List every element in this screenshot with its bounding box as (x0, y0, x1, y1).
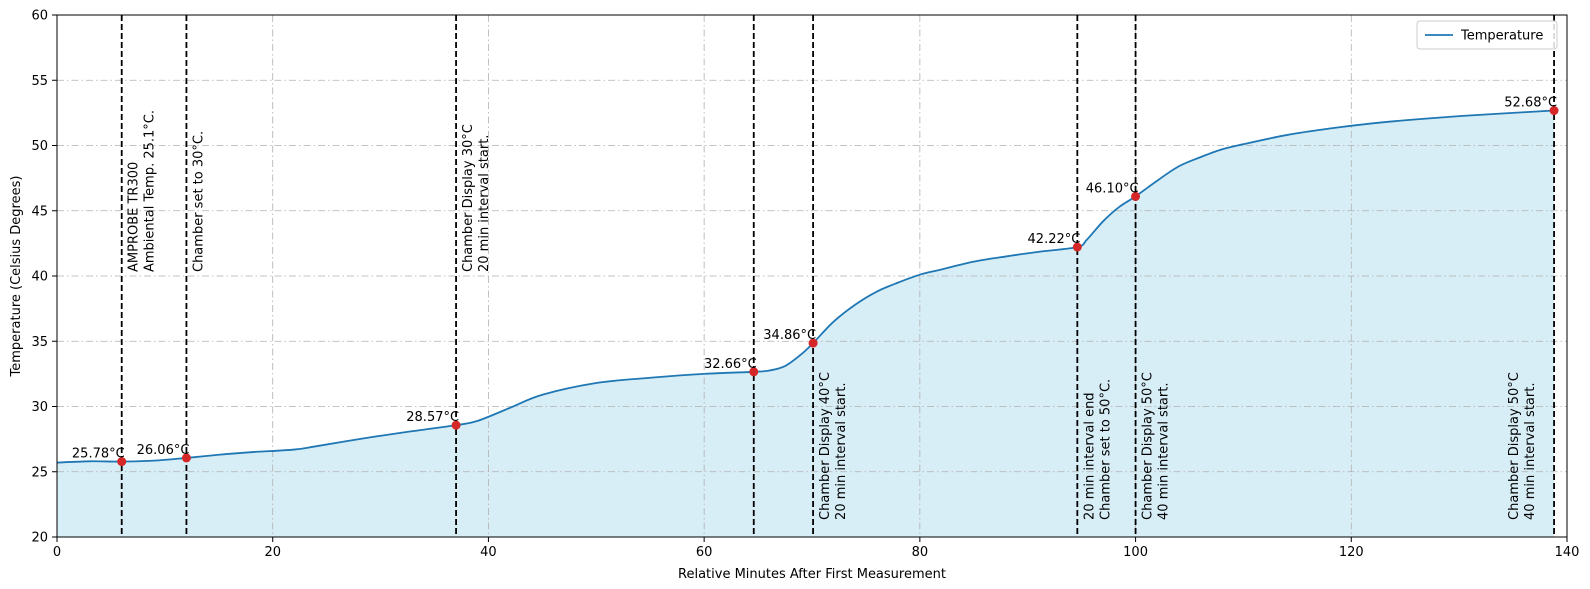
data-point-label: 32.66°C (704, 357, 757, 372)
y-tick-label: 30 (31, 400, 48, 415)
event-annotation: Chamber Display 40°C (818, 372, 833, 520)
data-point (451, 420, 461, 430)
y-tick-label: 60 (31, 9, 48, 24)
x-tick-label: 40 (480, 545, 497, 560)
y-tick-label: 35 (31, 335, 48, 350)
x-tick-label: 140 (1555, 545, 1580, 560)
y-tick-label: 55 (31, 74, 48, 89)
x-tick-label: 0 (53, 545, 61, 560)
y-axis-title: Temperature (Celsius Degrees) (9, 176, 24, 378)
data-point (808, 338, 818, 348)
data-point-label: 28.57°C (406, 410, 459, 425)
area-fill (57, 110, 1555, 537)
data-point-label: 25.78°C (72, 447, 125, 462)
event-annotation: Chamber Display 50°C (1141, 372, 1156, 520)
event-annotation: 40 min interval start. (1157, 383, 1172, 520)
data-point (1072, 242, 1082, 252)
points-layer: 25.78°C 26.06°C 28.57°C 32.66°C 34.86°C 42.22… (72, 96, 1559, 467)
y-tick-label: 25 (31, 465, 48, 480)
data-point (749, 367, 759, 377)
event-annotation: 20 min interval end (1082, 392, 1097, 520)
data-point (117, 457, 127, 467)
event-annotation: AMPROBE TR300 (127, 162, 142, 272)
data-point-label: 34.86°C (763, 328, 816, 343)
temperature-line (56, 109, 1555, 464)
x-tick-label: 80 (912, 545, 929, 560)
x-tick-label: 120 (1339, 545, 1364, 560)
y-tick-label: 45 (31, 204, 48, 219)
legend-box (1416, 20, 1558, 50)
x-tick-label: 20 (264, 545, 281, 560)
line-layer (56, 109, 1555, 464)
y-tick-label: 40 (31, 270, 48, 285)
event-annotation: Chamber Display 30°C (461, 124, 476, 272)
data-point (1549, 106, 1559, 116)
event-annotation: Ambiental Temp. 25.1°C. (143, 110, 158, 272)
data-point (1131, 191, 1141, 201)
event-annotation: 40 min interval start. (1523, 383, 1538, 520)
x-tick-label: 100 (1123, 545, 1148, 560)
data-point-label: 52.68°C (1504, 96, 1557, 111)
data-point-label: 46.10°C (1086, 181, 1139, 196)
event-annotation: 20 min interval start. (834, 383, 849, 520)
data-point (181, 453, 191, 463)
legend-label: Temperature (1460, 29, 1543, 44)
x-tick-label: 60 (696, 545, 713, 560)
data-point-label: 42.22°C (1028, 232, 1081, 247)
event-lines-layer: AMPROBE TR300 Ambiental Temp. 25.1°C. Cham… (120, 15, 1555, 537)
legend: Temperature (1416, 20, 1558, 50)
y-tick-label: 20 (31, 531, 48, 546)
x-axis-title: Relative Minutes After First Measurement (678, 567, 946, 582)
y-tick-label: 50 (31, 139, 48, 154)
event-annotation: Chamber set to 30°C. (191, 131, 206, 272)
area-fill-layer (57, 110, 1555, 537)
event-annotation: 20 min interval start. (477, 135, 492, 272)
data-point-label: 26.06°C (137, 443, 190, 458)
axes-layer: 0 20 40 60 80 100 120 140 20 25 30 35 40 45 50 55 60 Rela… (9, 9, 1579, 583)
event-annotation: Chamber set to 50°C. (1098, 379, 1113, 520)
event-annotation: Chamber Display 50°C (1507, 372, 1522, 520)
